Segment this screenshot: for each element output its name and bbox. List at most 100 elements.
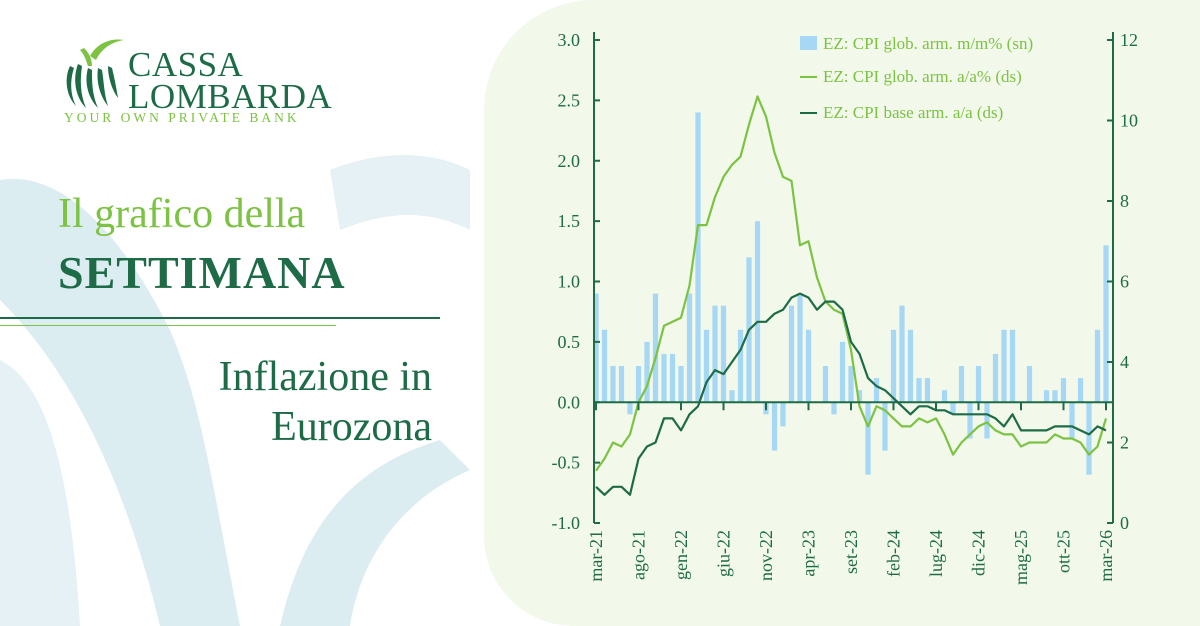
left-tick-label: 2.5 bbox=[558, 90, 581, 110]
bar-ago-21 bbox=[635, 366, 642, 403]
bar-ott-24 bbox=[958, 366, 965, 403]
bar-nov-25 bbox=[1069, 402, 1075, 439]
bar-mar-26 bbox=[1103, 245, 1109, 403]
divider-dark bbox=[0, 317, 440, 319]
legend-label-mm: EZ: CPI glob. arm. m/m% (sn) bbox=[823, 34, 1033, 53]
right-tick-label: 4 bbox=[1120, 352, 1129, 372]
bar-dic-22 bbox=[771, 402, 778, 451]
title-line2: SETTIMANA bbox=[58, 247, 346, 298]
bar-nov-24 bbox=[967, 402, 973, 439]
x-tick-label: set-23 bbox=[841, 530, 861, 574]
bar-mag-22 bbox=[712, 305, 718, 403]
axes: 3.02.52.01.51.00.50.0-0.5-1.0121086420ma… bbox=[552, 30, 1139, 585]
divider-light bbox=[0, 325, 336, 326]
bar-set-23 bbox=[848, 366, 854, 403]
bar-gen-25 bbox=[984, 402, 990, 439]
bar-ago-24 bbox=[941, 390, 948, 403]
bar-mar-22 bbox=[695, 112, 701, 403]
bar-ott-23 bbox=[856, 390, 863, 403]
bar-apr-23 bbox=[805, 329, 812, 403]
bar-dic-21 bbox=[669, 353, 676, 403]
right-tick-label: 10 bbox=[1120, 111, 1138, 131]
bar-gen-26 bbox=[1086, 402, 1092, 475]
bar-gen-23 bbox=[780, 402, 786, 427]
x-tick-label: gen-22 bbox=[671, 530, 691, 580]
legend-label-core: EZ: CPI base arm. a/a (ds) bbox=[823, 103, 1003, 122]
x-tick-label: feb-24 bbox=[884, 530, 904, 577]
left-tick-label: 2.0 bbox=[558, 151, 581, 171]
bar-mar-24 bbox=[899, 305, 905, 403]
bar-feb-24 bbox=[890, 329, 897, 403]
x-tick-label: giu-22 bbox=[714, 530, 734, 577]
bar-gen-24 bbox=[882, 402, 888, 451]
bar-ott-21 bbox=[652, 293, 659, 403]
bar-feb-26 bbox=[1094, 329, 1101, 403]
x-tick-label: dic-24 bbox=[969, 530, 989, 576]
logo-tagline: YOUR OWN PRIVATE BANK bbox=[64, 110, 300, 125]
bar-nov-21 bbox=[661, 353, 667, 403]
bar-feb-23 bbox=[788, 305, 795, 403]
chart-subject: Inflazione in Eurozona bbox=[219, 352, 432, 452]
bar-apr-21 bbox=[601, 329, 608, 403]
legend-swatch-bar bbox=[800, 36, 817, 50]
right-tick-label: 6 bbox=[1120, 272, 1129, 292]
bar-dic-23 bbox=[873, 378, 880, 403]
x-tick-label: mag-25 bbox=[1011, 530, 1031, 585]
bar-giu-21 bbox=[618, 366, 625, 403]
line-core bbox=[595, 292, 1107, 496]
bar-mar-23 bbox=[797, 293, 803, 403]
left-tick-label: 1.5 bbox=[558, 211, 581, 231]
x-tick-label: ago-21 bbox=[629, 530, 649, 580]
logo-name-line1: CASSA bbox=[128, 45, 244, 84]
bar-feb-25 bbox=[992, 353, 999, 403]
bar-lug-22 bbox=[729, 390, 735, 403]
x-tick-label: mar-21 bbox=[586, 530, 606, 582]
bar-dic-24 bbox=[975, 366, 982, 403]
bar-set-25 bbox=[1052, 390, 1058, 403]
x-tick-label: nov-22 bbox=[756, 530, 776, 581]
bar-mar-21 bbox=[593, 293, 599, 403]
logo-leaf-icon bbox=[66, 39, 124, 108]
bar-dic-25 bbox=[1077, 378, 1084, 403]
bar-ott-25 bbox=[1060, 378, 1067, 403]
bar-feb-22 bbox=[686, 293, 693, 403]
logo-name-line2: LOMBARDA bbox=[128, 77, 333, 116]
right-tick-label: 2 bbox=[1120, 433, 1129, 453]
legend: EZ: CPI glob. arm. m/m% (sn) EZ: CPI glo… bbox=[800, 34, 1033, 122]
x-tick-label: apr-23 bbox=[799, 530, 819, 577]
left-tick-label: 0.5 bbox=[558, 332, 581, 352]
decorative-brush-strokes bbox=[0, 155, 470, 626]
left-tick-label: 1.0 bbox=[558, 272, 581, 292]
title-line1: Il grafico della bbox=[58, 191, 306, 237]
left-tick-label: -0.5 bbox=[552, 453, 581, 473]
bar-apr-24 bbox=[907, 329, 914, 403]
right-tick-label: 0 bbox=[1120, 513, 1129, 533]
bar-giu-25 bbox=[1026, 366, 1033, 403]
bars-mm bbox=[593, 112, 1109, 475]
bar-lug-23 bbox=[831, 402, 837, 415]
x-tick-label: lug-24 bbox=[926, 530, 946, 577]
bar-set-24 bbox=[950, 402, 956, 415]
right-tick-label: 12 bbox=[1120, 30, 1138, 50]
subject-line2: Eurozona bbox=[271, 404, 432, 450]
bar-lug-21 bbox=[627, 402, 633, 415]
left-tick-label: -1.0 bbox=[552, 513, 581, 533]
bar-ago-25 bbox=[1043, 390, 1050, 403]
bar-mag-21 bbox=[610, 366, 616, 403]
legend-label-headline: EZ: CPI glob. arm. a/a% (ds) bbox=[823, 67, 1022, 86]
bar-giu-24 bbox=[924, 378, 931, 403]
bar-ago-22 bbox=[737, 329, 744, 403]
bar-ago-23 bbox=[839, 341, 846, 403]
right-tick-label: 8 bbox=[1120, 191, 1129, 211]
bar-nov-23 bbox=[865, 402, 871, 475]
bar-apr-25 bbox=[1009, 329, 1016, 403]
bar-mar-25 bbox=[1001, 329, 1007, 403]
bar-giu-22 bbox=[720, 305, 727, 403]
subject-line1: Inflazione in bbox=[218, 354, 432, 400]
lines-yy bbox=[595, 95, 1108, 496]
bar-apr-22 bbox=[703, 329, 710, 403]
bar-ott-22 bbox=[754, 221, 761, 403]
x-tick-label: ott-25 bbox=[1054, 530, 1074, 573]
bar-mag-24 bbox=[916, 378, 922, 403]
